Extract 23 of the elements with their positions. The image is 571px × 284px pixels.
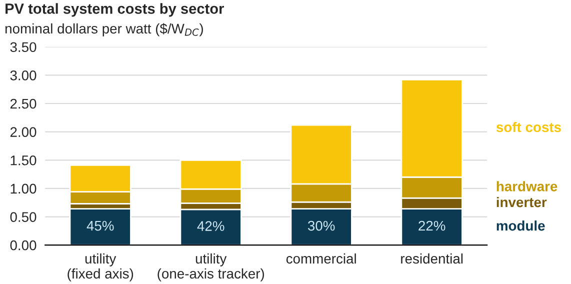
y-tick-label: 1.00 [10, 184, 36, 194]
annotation: 30% [308, 220, 335, 231]
y-tick-label: 0.00 [10, 240, 36, 250]
x-tick-label: utility (fixed axis) [68, 253, 134, 282]
x-tick-label: utility (one-axis tracker) [158, 253, 264, 282]
y-tick-label: 2.50 [10, 98, 36, 109]
y-tick-label: 1.50 [10, 155, 36, 166]
y-tick-label: 2.00 [10, 127, 36, 137]
annotation: 42% [197, 221, 224, 231]
x-tick-label: residential [401, 253, 463, 264]
text: inverter [496, 196, 547, 208]
x-tick-label: commercial [286, 253, 356, 264]
y-tick-label: 3.00 [10, 70, 36, 80]
chart-title: PV total system costs by sector [6, 3, 224, 17]
text: soft costs [496, 122, 561, 132]
annotation: 22% [418, 220, 446, 231]
y-tick-label: 3.50 [10, 42, 36, 52]
annotation: 45% [86, 220, 114, 231]
text: hardware [496, 181, 558, 192]
bar [69, 208, 132, 246]
y-tick-label: 0.50 [10, 212, 36, 222]
text: module [496, 220, 545, 231]
chart-subtitle: nominal dollars per watt ($/W$_{DC}$) [5, 23, 203, 36]
